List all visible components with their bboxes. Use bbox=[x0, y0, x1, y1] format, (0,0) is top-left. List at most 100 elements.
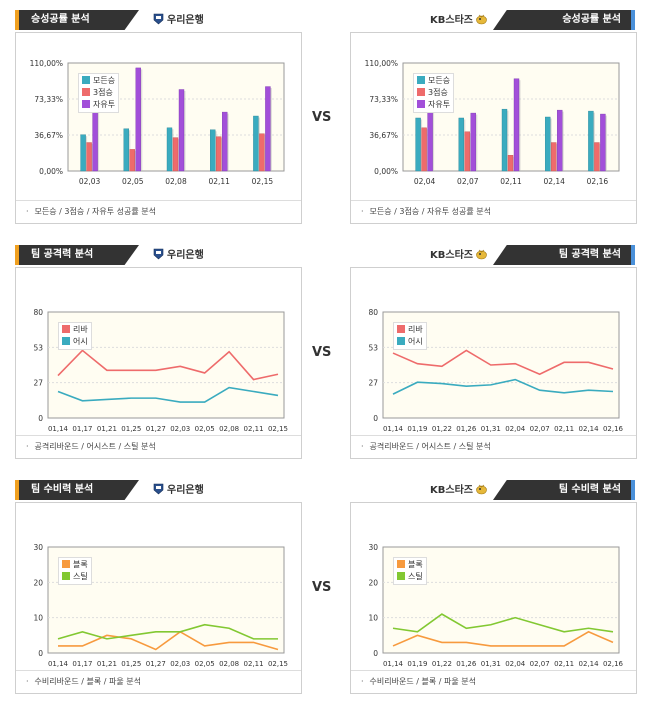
panel-right-1: 팀 공격력 분석 KB스타즈 0 27 53 80 01,14 01,19 01,22 01,26… bbox=[350, 245, 637, 459]
bar bbox=[594, 142, 600, 172]
y-tick-label: 0,00% bbox=[39, 167, 63, 176]
section-title: 팀 공격력 분석 bbox=[493, 245, 631, 265]
panel-header: 승성공률 분석 우리은행 bbox=[15, 10, 300, 32]
panel-header: 팀 수비력 분석 우리은행 bbox=[15, 480, 300, 502]
bar bbox=[80, 134, 86, 172]
bar bbox=[415, 117, 421, 172]
y-tick-label: 27 bbox=[33, 379, 43, 388]
legend-label: 3점승 bbox=[428, 88, 448, 97]
x-tick-label: 02,07 bbox=[457, 177, 479, 186]
chart-svg: 0,00% 36,67% 73,33% 110,00% 02,04 02,07 02,11 0… bbox=[365, 59, 620, 186]
bullet-icon: · bbox=[26, 207, 29, 216]
legend-swatch bbox=[397, 560, 405, 568]
y-tick-label: 30 bbox=[33, 543, 43, 552]
legend-item: 어시 bbox=[62, 336, 88, 348]
x-tick-label: 01,14 bbox=[383, 660, 404, 668]
y-tick-label: 36,67% bbox=[369, 131, 398, 140]
x-tick-label: 01,21 bbox=[97, 425, 117, 433]
legend-swatch bbox=[417, 100, 425, 108]
vs-label: VS bbox=[312, 345, 332, 360]
team-label: 우리은행 bbox=[167, 250, 204, 261]
series-line bbox=[57, 623, 278, 640]
team-mascot-icon bbox=[476, 484, 487, 495]
chart-svg: 0 10 20 30 01,14 01,17 01,21 01,25 01,27 02,03 02,… bbox=[33, 543, 288, 668]
panel-header: 승성공률 분석 KB스타즈 bbox=[350, 10, 635, 32]
bar bbox=[501, 108, 508, 172]
legend-label: 모든승 bbox=[93, 76, 116, 85]
x-tick-label: 02,04 bbox=[414, 177, 436, 186]
panel-right-0: 승성공률 분석 KB스타즈 0,00% 36,67% 73,33% 110,00% 02,0… bbox=[350, 10, 637, 224]
legend-swatch bbox=[417, 88, 425, 96]
x-tick-label: 02,15 bbox=[268, 425, 288, 433]
legend-label: 스틸 bbox=[73, 572, 88, 581]
panel-right-2: 팀 수비력 분석 KB스타즈 0 10 20 30 01,14 01,19 01,22 01,26… bbox=[350, 480, 637, 694]
vs-label: VS bbox=[312, 580, 332, 595]
y-tick-label: 27 bbox=[368, 379, 378, 388]
legend-swatch bbox=[82, 76, 90, 84]
bar bbox=[172, 137, 179, 172]
y-tick-label: 20 bbox=[33, 578, 43, 587]
legend-item: 모든승 bbox=[417, 75, 450, 87]
bar bbox=[259, 133, 265, 172]
x-tick-label: 02,07 bbox=[530, 425, 550, 433]
bar bbox=[135, 67, 142, 172]
x-tick-label: 02,11 bbox=[554, 660, 574, 668]
x-tick-label: 01,17 bbox=[72, 660, 92, 668]
footer-text: 모든승 / 3점승 / 자유투 성공률 분석 bbox=[34, 207, 156, 216]
chart-svg: 0,00% 36,67% 73,33% 110,00% 02,03 02,05 02,08 0… bbox=[30, 59, 285, 186]
y-tick-label: 0 bbox=[373, 649, 378, 658]
series-line bbox=[392, 349, 614, 376]
y-tick-label: 0 bbox=[38, 649, 43, 658]
x-tick-label: 01,25 bbox=[121, 425, 141, 433]
y-tick-label: 0 bbox=[38, 414, 43, 423]
chart-svg: 0 27 53 80 01,14 01,17 01,21 01,25 01,27 02,03 02,… bbox=[33, 308, 288, 433]
header-accent bbox=[15, 245, 19, 265]
team-label: KB스타즈 bbox=[430, 485, 473, 496]
bar bbox=[92, 105, 98, 172]
legend-item: 리바 bbox=[62, 324, 88, 336]
bar bbox=[544, 116, 551, 172]
y-tick-label: 0,00% bbox=[374, 167, 398, 176]
header-accent bbox=[15, 480, 19, 500]
series-line bbox=[57, 349, 279, 381]
x-tick-label: 01,31 bbox=[481, 660, 501, 668]
chart-box: 0 27 53 80 01,14 01,17 01,21 01,25 01,27 02,03 02,… bbox=[15, 267, 302, 459]
legend-label: 자유투 bbox=[428, 100, 451, 109]
legend-swatch bbox=[397, 572, 405, 580]
y-tick-label: 80 bbox=[33, 308, 43, 317]
footer-text: 공격리바운드 / 어시스트 / 스틸 분석 bbox=[369, 442, 491, 451]
footer-text: 모든승 / 3점승 / 자유투 성공률 분석 bbox=[369, 207, 491, 216]
chart-footer: · 공격리바운드 / 어시스트 / 스틸 분석 bbox=[351, 435, 636, 458]
section-title: 승성공률 분석 bbox=[493, 10, 631, 30]
x-tick-label: 02,08 bbox=[219, 660, 239, 668]
legend-label: 블록 bbox=[73, 560, 88, 569]
bar bbox=[470, 112, 477, 172]
x-tick-label: 02,16 bbox=[603, 660, 624, 668]
section-title: 팀 공격력 분석 bbox=[19, 245, 139, 265]
panel-left-0: 승성공률 분석 우리은행 0,00% 36,67% 73,33% 110,00% 02,03… bbox=[15, 10, 302, 224]
chart-footer: · 수비리바운드 / 블록 / 파울 분석 bbox=[351, 670, 636, 693]
legend-label: 블록 bbox=[408, 560, 423, 569]
x-tick-label: 01,17 bbox=[72, 425, 92, 433]
bar bbox=[421, 127, 427, 172]
x-tick-label: 02,04 bbox=[505, 425, 526, 433]
legend-swatch bbox=[62, 560, 70, 568]
legend-swatch bbox=[417, 76, 425, 84]
section-title: 팀 수비력 분석 bbox=[493, 480, 631, 500]
legend-label: 어시 bbox=[408, 337, 423, 346]
chart-svg: 0 27 53 80 01,14 01,19 01,22 01,26 01,31 02,04 02,… bbox=[368, 308, 623, 433]
bullet-icon: · bbox=[361, 677, 364, 686]
vs-label: VS bbox=[312, 110, 332, 125]
team-label: 우리은행 bbox=[167, 15, 204, 26]
legend-item: 3점승 bbox=[417, 87, 450, 99]
bar bbox=[507, 155, 514, 172]
team-label: KB스타즈 bbox=[430, 250, 473, 261]
bar bbox=[550, 142, 557, 172]
bar bbox=[464, 131, 471, 172]
panel-left-2: 팀 수비력 분석 우리은행 0 10 20 30 01,14 01,17 01,21 01,25 0… bbox=[15, 480, 302, 694]
header-accent bbox=[15, 10, 19, 30]
x-tick-label: 02,11 bbox=[500, 177, 522, 186]
bullet-icon: · bbox=[26, 442, 29, 451]
section-title: 팀 수비력 분석 bbox=[19, 480, 139, 500]
legend-item: 어시 bbox=[397, 336, 423, 348]
